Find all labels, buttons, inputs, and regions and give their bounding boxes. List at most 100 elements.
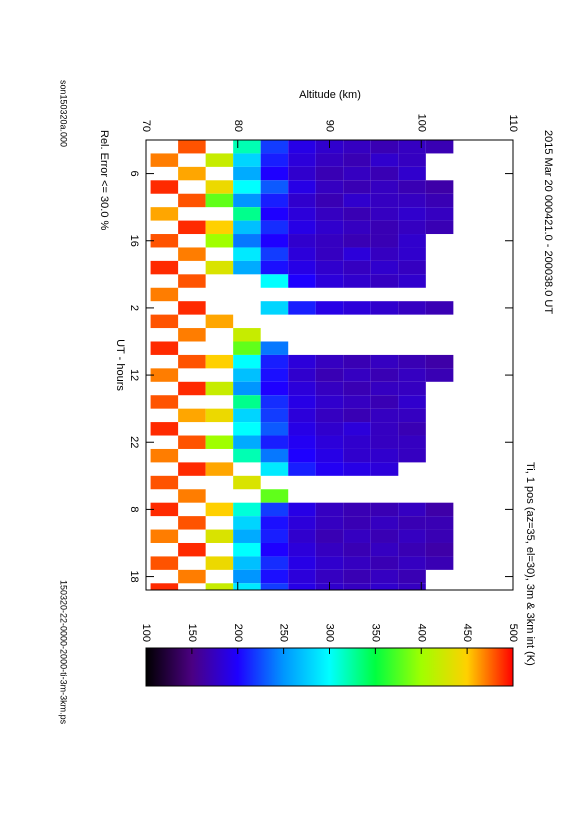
heatmap-cell (315, 260, 344, 275)
heatmap-cell (288, 166, 316, 181)
heatmap-cell (260, 408, 289, 423)
heatmap-cell (370, 529, 399, 543)
heatmap-cell (205, 193, 234, 208)
heatmap-cell (233, 422, 261, 436)
heatmap-cell (398, 381, 426, 396)
heatmap-cell (260, 180, 289, 194)
heatmap-cell (315, 166, 344, 181)
heatmap-cell (370, 193, 399, 208)
heatmap-cell (315, 153, 344, 167)
heatmap-cell (398, 435, 426, 449)
colorbar-tick-label: 400 (415, 624, 427, 642)
colorbar-tick-label: 100 (140, 624, 152, 642)
heatmap-cell (343, 368, 371, 382)
x-tick-label: 16 (128, 235, 140, 247)
heatmap-cell (398, 516, 426, 530)
heatmap-cell (178, 569, 206, 584)
heatmap-cell (425, 220, 454, 235)
y-axis-title: Altitude (km) (299, 89, 361, 101)
heatmap-cell (288, 140, 316, 154)
heatmap-cell (288, 422, 316, 436)
heatmap-cell (288, 153, 316, 167)
heatmap-cell (315, 448, 344, 463)
heatmap-cell (315, 220, 344, 235)
heatmap-cell (205, 220, 234, 235)
heatmap-cell (425, 542, 454, 557)
heatmap-cell (150, 448, 179, 463)
heatmap-cell (233, 556, 261, 570)
heatmap-cell (315, 274, 344, 288)
heatmap-cell (288, 435, 316, 449)
heatmap-cell (315, 381, 344, 396)
heatmap-cell (205, 556, 234, 570)
heatmap-cell (370, 301, 399, 315)
heatmap-cell (343, 153, 371, 167)
heatmap-cell (178, 435, 206, 449)
y-tick-label: 100 (415, 114, 427, 132)
heatmap-cell (260, 234, 289, 248)
chart-title: 2015 Mar 20 000421.0 - 200038.0 UT (542, 130, 554, 314)
heatmap-cell (260, 207, 289, 221)
heatmap-cell (150, 422, 179, 436)
heatmap-cell (178, 140, 206, 154)
heatmap-cell (370, 516, 399, 530)
heatmap-cell (233, 448, 261, 463)
heatmap-cell (370, 408, 399, 423)
heatmap-cell (233, 569, 261, 584)
y-tick-label: 90 (324, 120, 336, 132)
heatmap-cell (398, 220, 426, 235)
heatmap-cell (150, 475, 179, 490)
heatmap-cell (205, 234, 234, 248)
heatmap-cell (315, 516, 344, 530)
heatmap-cell (370, 207, 399, 221)
heatmap-cell (233, 502, 261, 517)
heatmap-cell (343, 140, 371, 154)
heatmap-cell (260, 166, 289, 181)
heatmap-cell (425, 556, 454, 570)
heatmap-cell (178, 489, 206, 503)
heatmap-cell (260, 193, 289, 208)
heatmap-cell (260, 247, 289, 261)
heatmap-cell (315, 180, 344, 194)
heatmap-cell (398, 207, 426, 221)
heatmap-cell (260, 368, 289, 382)
heatmap-cell (343, 301, 371, 315)
heatmap-cell (343, 381, 371, 396)
heatmap-cell (425, 502, 454, 517)
footer-right: 150320-22-0000-2000-ti-3m-3km.ps (59, 580, 69, 725)
heatmap-cell (260, 140, 289, 154)
heatmap-cell (343, 247, 371, 261)
heatmap-cell (370, 247, 399, 261)
heatmap-cell (150, 314, 179, 329)
heatmap-cell (260, 301, 289, 315)
heatmap-cell (370, 448, 399, 463)
heatmap-cell (205, 408, 234, 423)
x-tick-label: 6 (128, 171, 140, 177)
heatmap-cell (398, 180, 426, 194)
heatmap-cell (370, 234, 399, 248)
heatmap-cell (288, 193, 316, 208)
heatmap-cell (260, 274, 289, 288)
heatmap-cell (343, 502, 371, 517)
heatmap-cell (288, 381, 316, 396)
heatmap-cell (370, 462, 399, 476)
heatmap-cell (425, 301, 454, 315)
heatmap-cell (288, 408, 316, 423)
heatmap-cell (343, 180, 371, 194)
heatmap-cell (150, 341, 179, 355)
heatmap-cell (178, 408, 206, 423)
heatmap-cell (315, 502, 344, 517)
heatmap-cell (343, 529, 371, 543)
heatmap-cell (398, 542, 426, 557)
heatmap-cell (425, 529, 454, 543)
heatmap-cell (288, 542, 316, 557)
heatmap-cell (233, 408, 261, 423)
heatmap-cell (150, 234, 179, 248)
heatmap-cell (233, 193, 261, 208)
heatmap-cell (260, 435, 289, 449)
heatmap-cell (205, 314, 234, 329)
heatmap-cell (150, 395, 179, 409)
heatmap-cell (205, 180, 234, 194)
heatmap-cell (178, 193, 206, 208)
